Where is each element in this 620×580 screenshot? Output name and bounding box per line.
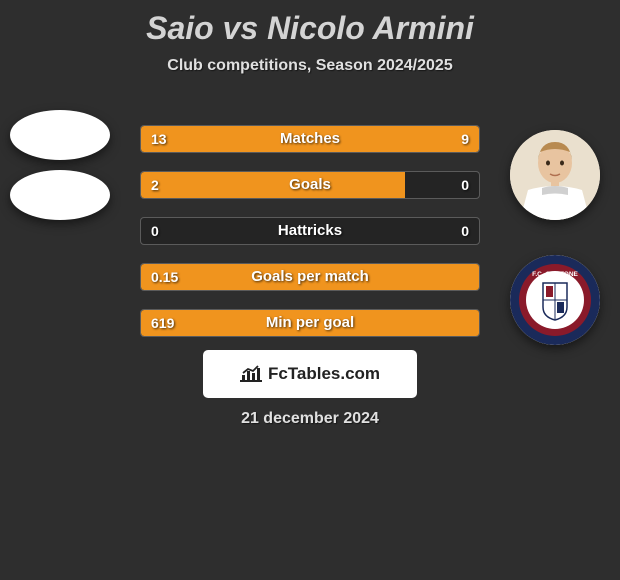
stat-row: 619Min per goal	[140, 309, 480, 337]
stat-label: Hattricks	[141, 218, 479, 244]
page-title: Saio vs Nicolo Armini	[0, 0, 620, 47]
stat-label: Min per goal	[141, 310, 479, 336]
stat-row: 13Matches9	[140, 125, 480, 153]
right-player-avatar	[510, 130, 600, 220]
stat-label: Goals	[141, 172, 479, 198]
stat-value-right: 0	[461, 218, 469, 244]
stat-row: 0Hattricks0	[140, 217, 480, 245]
left-player-column	[10, 110, 110, 230]
brand-text: FcTables.com	[268, 364, 380, 384]
svg-text:F.C. CROTONE: F.C. CROTONE	[532, 271, 578, 278]
stat-row: 0.15Goals per match	[140, 263, 480, 291]
stat-label: Goals per match	[141, 264, 479, 290]
stat-label: Matches	[141, 126, 479, 152]
date-text: 21 december 2024	[0, 410, 620, 428]
right-club-badge: F.C. CROTONE	[510, 255, 600, 345]
left-player-avatar-placeholder	[10, 110, 110, 160]
subtitle: Club competitions, Season 2024/2025	[0, 57, 620, 75]
stats-bars: 13Matches92Goals00Hattricks00.15Goals pe…	[140, 125, 480, 355]
stat-value-right: 0	[461, 172, 469, 198]
chart-icon	[240, 364, 262, 384]
stat-row: 2Goals0	[140, 171, 480, 199]
left-club-badge-placeholder	[10, 170, 110, 220]
brand-badge: FcTables.com	[203, 350, 417, 398]
stat-value-right: 9	[461, 126, 469, 152]
right-player-column: F.C. CROTONE	[510, 130, 610, 380]
